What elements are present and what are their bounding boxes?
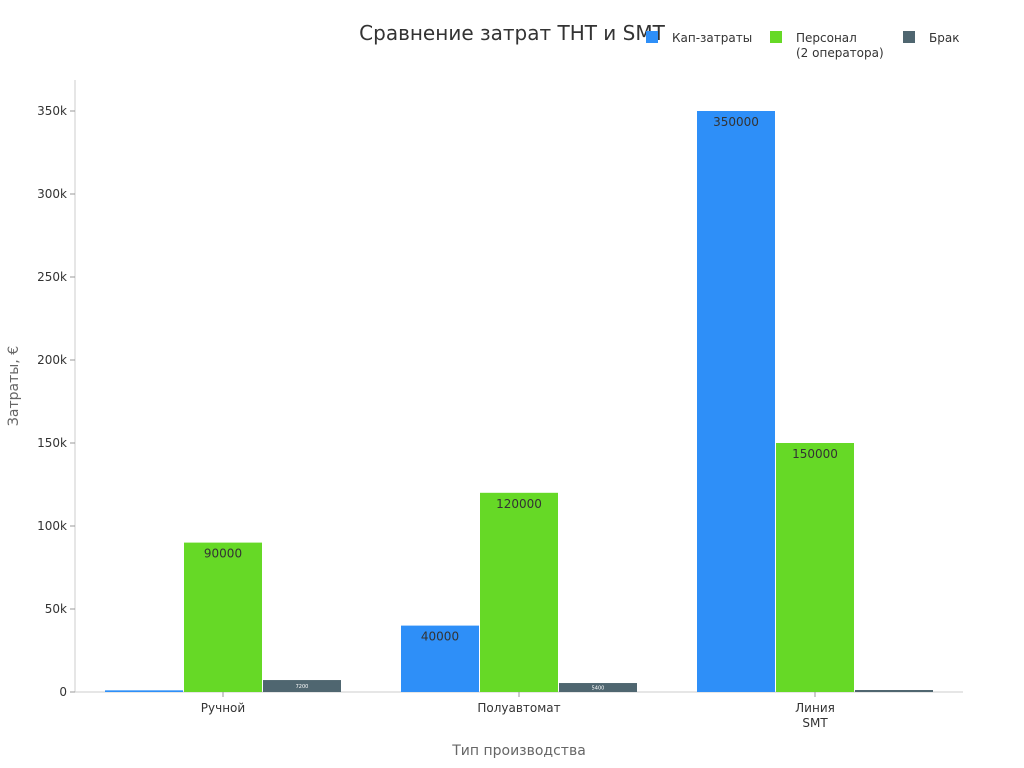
bar	[855, 690, 933, 692]
chart-title: Сравнение затрат THT и SMT	[359, 21, 665, 45]
y-tick-label: 150k	[37, 436, 67, 450]
x-tick-label: Линия SMT	[795, 701, 835, 730]
data-label: 90000	[204, 547, 242, 561]
plot-area: 0 50k 100k 150k 200k 250k 300k 350k Ручной 90000 7…	[37, 80, 963, 730]
y-tick-label: 200k	[37, 353, 67, 367]
y-tick-label: 0	[59, 685, 67, 699]
bar	[263, 680, 341, 692]
legend-label: Кап-затраты	[672, 31, 752, 45]
legend: Кап-затраты Персонал (2 оператора) Брак	[646, 31, 959, 60]
y-axis-label: Затраты, €	[6, 346, 22, 426]
bar	[105, 690, 183, 692]
bar	[559, 683, 637, 692]
data-label: 150000	[792, 447, 838, 461]
legend-swatch	[903, 31, 915, 43]
y-tick-label: 300k	[37, 187, 67, 201]
bar	[480, 492, 558, 692]
legend-label: Брак	[929, 31, 959, 45]
bar	[401, 625, 479, 692]
x-axis-label: Тип производства	[451, 743, 586, 759]
data-label: 120000	[496, 497, 542, 511]
x-tick-label: Ручной	[201, 701, 245, 715]
data-label: 5400	[592, 686, 605, 692]
y-tick-label: 250k	[37, 270, 67, 284]
y-tick-label: 350k	[37, 104, 67, 118]
y-tick-label: 50k	[45, 602, 67, 616]
legend-swatch	[770, 31, 782, 43]
bar	[776, 443, 854, 692]
data-label: 7200	[296, 684, 309, 690]
legend-label: Персонал (2 оператора)	[796, 31, 884, 60]
data-label: 40000	[421, 630, 459, 644]
bar	[184, 542, 262, 692]
x-tick-label: Полуавтомат	[477, 701, 560, 715]
legend-swatch	[646, 31, 658, 43]
data-label: 350000	[713, 115, 759, 129]
y-tick-label: 100k	[37, 519, 67, 533]
bar	[697, 111, 775, 692]
